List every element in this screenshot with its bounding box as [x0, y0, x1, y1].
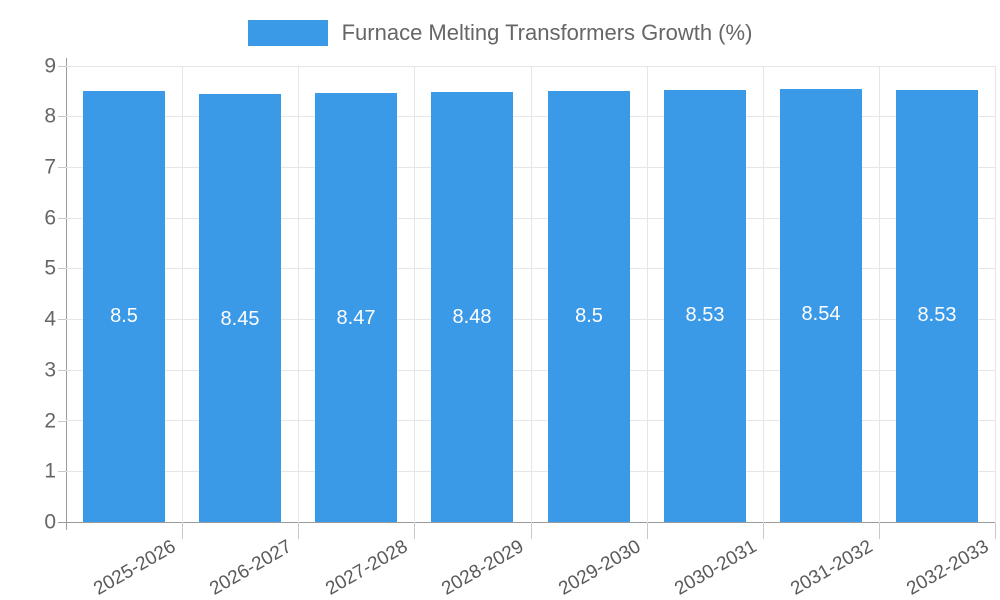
bar-value-label: 8.5: [575, 305, 603, 328]
table-row[interactable]: 8.45: [198, 93, 282, 522]
bar-value-label: 8.47: [336, 306, 376, 329]
x-axis-labels: 2025-2026 2026-2027 2027-2028 2028-2029 …: [66, 523, 996, 600]
bar-slot-3: 8.48: [414, 66, 530, 522]
bar-value-label: 8.48: [452, 306, 492, 329]
y-tick-mark-8: [58, 116, 66, 117]
y-tick-mark-1: [58, 471, 66, 472]
x-tick-mark-5: [763, 523, 764, 539]
y-tick-label-6: 6: [44, 206, 56, 230]
bar-slot-4: 8.5: [531, 66, 647, 522]
y-axis-line: [66, 58, 67, 530]
bar-slot-2: 8.47: [298, 66, 414, 522]
legend-item-0[interactable]: Furnace Melting Transformers Growth (%): [247, 20, 753, 46]
bar-value-label: 8.53: [917, 303, 957, 326]
legend-label: Furnace Melting Transformers Growth (%): [341, 20, 753, 45]
y-tick-mark-2: [58, 421, 66, 422]
bar-slot-7: 8.53: [879, 66, 995, 522]
y-tick-mark-6: [58, 218, 66, 219]
x-tick-mark-6: [879, 523, 880, 539]
y-tick-label-2: 2: [44, 409, 56, 433]
x-tick-label-0: 2025-2026: [90, 536, 180, 600]
y-tick-label-3: 3: [44, 358, 56, 382]
x-tick-slot-3: 2028-2029: [414, 523, 532, 600]
y-axis-ticks: 0 1 2 3 4 5 6 7 8 9: [0, 0, 66, 600]
x-tick-label-7: 2032-2033: [903, 536, 993, 600]
y-tick-mark-4: [58, 319, 66, 320]
table-row[interactable]: 8.5: [547, 91, 631, 522]
bar-value-label: 8.45: [220, 307, 260, 330]
table-row[interactable]: 8.48: [430, 92, 514, 522]
y-tick-mark-7: [58, 167, 66, 168]
y-tick-mark-3: [58, 370, 66, 371]
table-row[interactable]: 8.5: [82, 91, 166, 522]
x-tick-label-5: 2030-2031: [671, 536, 761, 600]
gridline-x-8: [995, 66, 996, 530]
table-row[interactable]: 8.54: [779, 89, 863, 522]
y-tick-label-4: 4: [44, 307, 56, 331]
x-axis-line: [58, 522, 995, 523]
x-tick-label-3: 2028-2029: [438, 536, 528, 600]
x-tick-label-4: 2029-2030: [555, 536, 645, 600]
chart-legend: Furnace Melting Transformers Growth (%): [0, 16, 1000, 50]
y-tick-label-8: 8: [44, 104, 56, 128]
x-tick-mark-1: [298, 523, 299, 539]
y-tick-label-9: 9: [44, 54, 56, 78]
y-tick-label-5: 5: [44, 256, 56, 280]
x-tick-slot-2: 2027-2028: [298, 523, 415, 600]
bar-slot-0: 8.5: [66, 66, 182, 522]
x-tick-mark-3: [531, 523, 532, 539]
bar-value-label: 8.5: [110, 305, 138, 328]
bar-series: 8.5 8.45 8.47 8.48 8.5: [66, 66, 995, 522]
y-tick-label-0: 0: [44, 510, 56, 534]
table-row[interactable]: 8.47: [314, 92, 398, 522]
table-row[interactable]: 8.53: [663, 89, 747, 522]
x-tick-slot-6: 2031-2032: [763, 523, 880, 600]
x-tick-mark-4: [647, 523, 648, 539]
x-tick-label-1: 2026-2027: [206, 536, 296, 600]
x-tick-slot-7: 2032-2033: [879, 523, 996, 600]
bar-slot-1: 8.45: [182, 66, 298, 522]
x-tick-label-6: 2031-2032: [787, 536, 877, 600]
x-tick-mark-0: [182, 523, 183, 539]
x-tick-label-2: 2027-2028: [322, 536, 412, 600]
x-tick-slot-1: 2026-2027: [182, 523, 299, 600]
x-tick-mark-7: [995, 523, 996, 539]
table-row[interactable]: 8.53: [895, 89, 979, 522]
x-tick-mark-2: [414, 523, 415, 539]
x-tick-slot-0: 2025-2026: [66, 523, 183, 600]
legend-swatch-icon: [247, 20, 328, 46]
y-tick-label-1: 1: [44, 459, 56, 483]
plot-area: 8.5 8.45 8.47 8.48 8.5: [66, 66, 996, 530]
y-tick-mark-5: [58, 268, 66, 269]
y-tick-mark-9: [58, 66, 66, 67]
bar-value-label: 8.54: [801, 303, 841, 326]
y-tick-label-7: 7: [44, 155, 56, 179]
x-tick-slot-4: 2029-2030: [531, 523, 648, 600]
x-tick-slot-5: 2030-2031: [647, 523, 764, 600]
bar-value-label: 8.53: [685, 303, 725, 326]
bar-slot-6: 8.54: [763, 66, 879, 522]
bar-slot-5: 8.53: [647, 66, 763, 522]
